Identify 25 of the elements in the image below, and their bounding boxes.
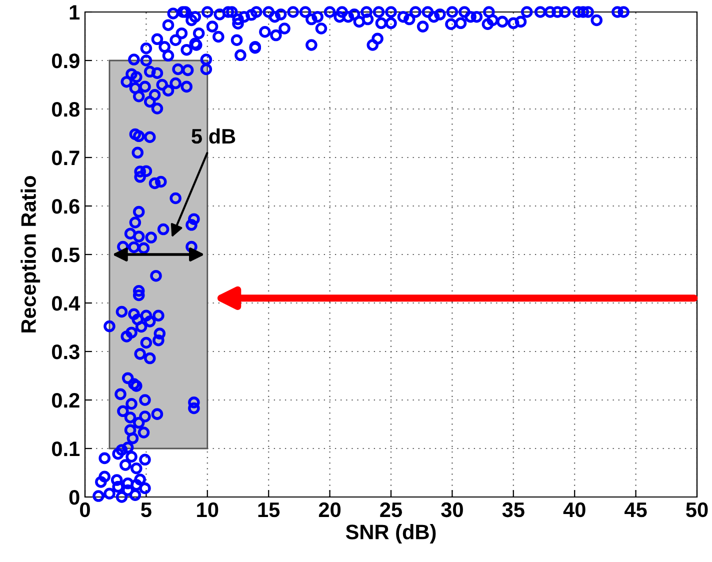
y-tick-label: 0 — [69, 490, 80, 505]
x-tick-label: 35 — [502, 502, 524, 518]
x-tick-label: 30 — [441, 502, 463, 518]
y-tick-label: 0.6 — [52, 199, 80, 214]
y-tick-label: 0.7 — [52, 150, 80, 166]
y-tick-label: 0.3 — [52, 344, 80, 360]
y-axis-title: Reception Ratio — [20, 176, 40, 332]
x-tick-label: 45 — [624, 502, 647, 518]
x-tick-label: 10 — [197, 502, 218, 518]
x-tick-label: 25 — [380, 502, 402, 518]
y-tick-label: 0.2 — [52, 393, 80, 408]
x-tick-label: 50 — [686, 502, 708, 518]
x-tick-label: 5 — [141, 502, 152, 518]
y-tick-label: 0.1 — [52, 442, 80, 456]
y-tick-label: 0.4 — [52, 296, 80, 311]
y-tick-label: 0.8 — [52, 102, 80, 117]
y-tick-label: 0.9 — [52, 54, 80, 68]
annotation: 5 dB — [192, 128, 236, 144]
x-axis-title: SNR (dB) — [346, 524, 436, 544]
x-tick-label: 20 — [318, 502, 341, 518]
y-tick-label: 1 — [70, 5, 80, 20]
x-tick-label: 15 — [258, 502, 280, 518]
y-tick-label: 0.5 — [52, 248, 80, 262]
x-tick-label: 0 — [80, 502, 90, 518]
x-tick-label: 40 — [563, 502, 586, 518]
